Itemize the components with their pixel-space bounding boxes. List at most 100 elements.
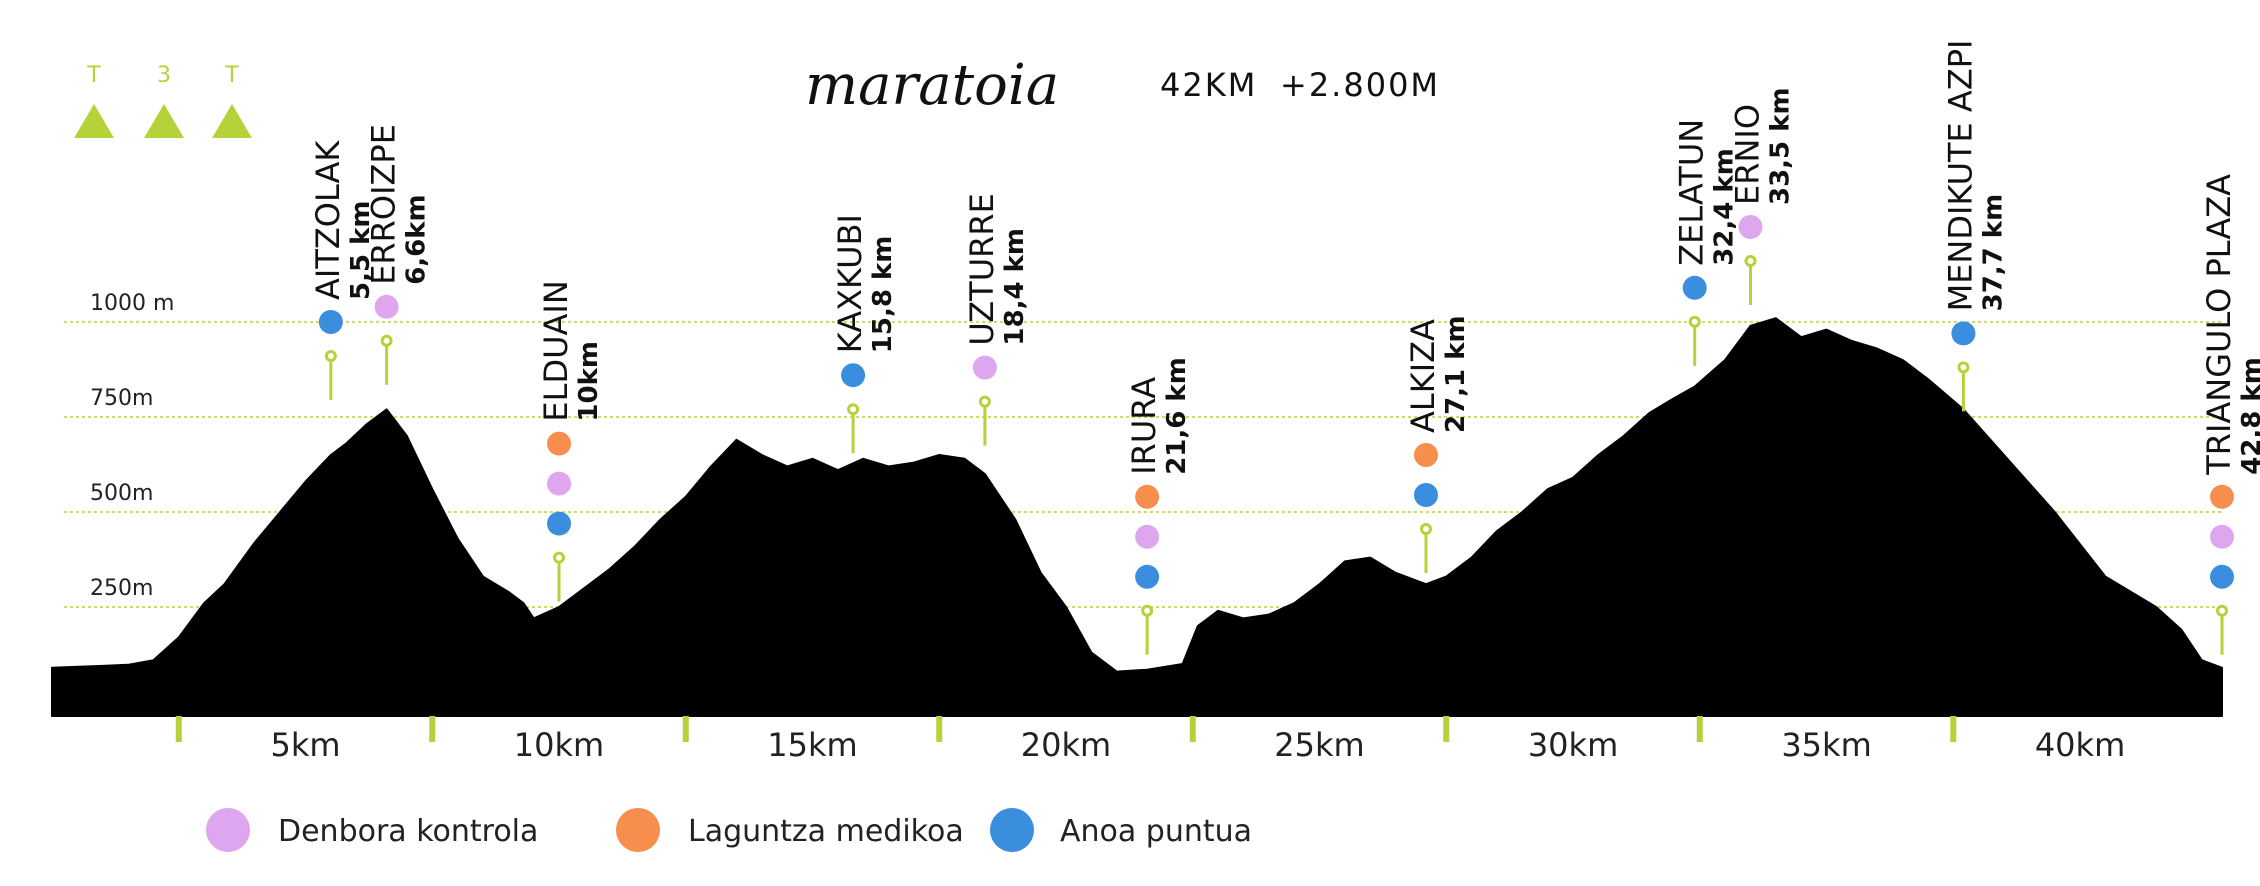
elevation-gridlines: 250m 500m 750m 1000 m [64,291,2222,608]
checkpoint-distance: 5,5 km [346,201,376,301]
service-dot-time [972,355,997,380]
elevation-profile [51,317,2223,717]
checkpoint-distance: 18,4 km [1000,228,1030,346]
x-axis-tick [1443,716,1450,742]
pin-head [1957,361,1970,374]
service-dot-time [547,471,572,496]
checkpoint-label: MENDIKUTE AZPI 37,7 km [1941,40,2008,312]
checkpoint-label: IRURA 21,6 km [1125,357,1192,475]
checkpoint-name: KAXKUBI [831,214,869,353]
checkpoint-name: MENDIKUTE AZPI [1941,40,1979,312]
pin-head [1141,604,1154,617]
pin-head [847,403,860,416]
x-tick-label: 5km [270,726,340,764]
service-dot-food [1951,321,1976,346]
x-tick-label: 10km [514,726,604,764]
checkpoint-name: ELDUAIN [537,280,575,421]
legend-label: Denbora kontrola [278,814,538,849]
checkpoint-label: UZTURRE 18,4 km [963,193,1030,345]
checkpoint: ELDUAIN 10km [537,280,604,602]
x-axis-tick [1950,716,1957,742]
service-dot-food [1682,275,1707,300]
logo-letter: T [86,63,101,88]
checkpoint-label: ELDUAIN 10km [537,280,604,421]
service-dot-food [318,310,343,334]
profile-area [51,317,2223,717]
y-tick-label: 500m [90,481,153,506]
mountain-icon [212,104,252,138]
x-tick-label: 35km [1781,726,1871,764]
service-dot-time [1135,524,1160,549]
logo-letter: T [224,63,239,88]
elevation-gain-label: +2.800M [1280,66,1440,104]
checkpoint-distance: 33,5 km [1765,87,1795,205]
y-tick-label: 1000 m [90,291,174,316]
checkpoint: ZELATUN 32,4 km [1673,119,1740,366]
checkpoint: ERROIZPE 6,6km [365,124,432,385]
pin-head [978,395,991,408]
checkpoint-distance: 42,8 km [2237,357,2260,475]
checkpoint-label: AITZOLAK 5,5 km [309,140,376,300]
service-dot-time [1738,215,1763,239]
checkpoint: TRIANGULO PLAZA 42,8 km [2200,174,2260,655]
service-dot-time [374,294,399,319]
checkpoint-distance: 37,7 km [1978,194,2008,312]
pin-head [1419,523,1432,535]
x-axis-tick [429,716,436,742]
legend-dot-time [206,808,250,852]
x-axis-tick [1696,716,1703,742]
pin-head [1688,315,1701,328]
service-dot-time [2210,524,2234,549]
checkpoint: KAXKUBI 15,8 km [831,214,898,454]
checkpoint-label: KAXKUBI 15,8 km [831,214,898,353]
checkpoint-distance: 6,6km [402,194,432,284]
chart-title: maratoia [805,53,1059,118]
pin-head [553,551,566,564]
pin-head [2216,604,2228,617]
distance-label: 42KM [1160,66,1257,104]
checkpoint: IRURA 21,6 km [1125,357,1192,655]
service-dot-food [2210,564,2234,589]
checkpoint-name: ALKIZA [1404,319,1442,433]
logo-letter: 3 [157,63,171,88]
logo: T 3 T [74,63,252,138]
service-dot-food [841,363,866,388]
checkpoint: ALKIZA 27,1 km [1404,315,1471,573]
checkpoint-name: AITZOLAK [309,140,347,300]
checkpoint: MENDIKUTE AZPI 37,7 km [1941,40,2008,412]
chart-header: maratoia 42KM +2.800M [805,53,1440,118]
x-axis: 5km 10km 15km 20km 25km 30km 35km 40km [175,716,2125,764]
checkpoint-name: ZELATUN [1673,119,1711,266]
mountain-icon [74,104,114,138]
service-dot-medical [1135,484,1160,509]
checkpoint-name: TRIANGULO PLAZA [2200,174,2238,476]
legend-dot-medical [616,808,660,852]
checkpoint-distance: 21,6 km [1162,357,1192,475]
legend: Denbora kontrola Laguntza medikoa Anoa pun… [206,808,1252,852]
checkpoint-label: ERROIZPE 6,6km [365,124,432,285]
service-dot-food [1135,564,1160,589]
checkpoint-distance: 27,1 km [1441,315,1471,433]
service-dot-food [1413,483,1438,507]
pin-head [324,350,337,362]
legend-dot-food [990,808,1034,852]
checkpoint-name: UZTURRE [963,193,1001,345]
service-dot-medical [547,431,572,456]
checkpoint-distance: 15,8 km [868,236,898,354]
checkpoint-label: ERNIO 33,5 km [1728,87,1795,205]
legend-label: Anoa puntua [1060,814,1252,849]
checkpoint: ERNIO 33,5 km [1728,87,1795,305]
y-tick-label: 250m [90,576,153,601]
service-dot-food [547,511,572,536]
x-axis-tick [682,716,689,742]
x-tick-label: 20km [1021,726,1111,764]
y-tick-label: 750m [90,386,153,411]
checkpoint-distance: 32,4 km [1710,148,1740,266]
checkpoint-label: TRIANGULO PLAZA 42,8 km [2200,174,2260,476]
checkpoint-name: IRURA [1125,377,1163,475]
mountain-icon [144,104,184,138]
x-tick-label: 15km [767,726,857,764]
x-axis-tick [936,716,943,742]
